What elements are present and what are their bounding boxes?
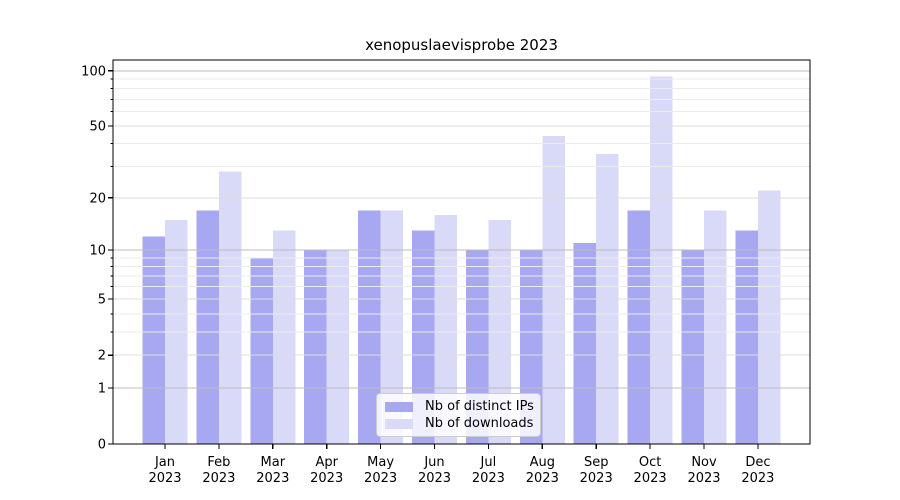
x-tick-label-month-apr: Apr (315, 455, 338, 470)
bar-distinct-ips-may (358, 210, 381, 444)
x-tick-label-year-aug: 2023 (526, 471, 559, 486)
x-tick-label-year-sep: 2023 (580, 471, 613, 486)
x-tick-label-month-mar: Mar (261, 455, 286, 470)
legend-swatch-downloads (385, 418, 413, 429)
x-tick-label-year-feb: 2023 (202, 471, 235, 486)
y-tick-label-100: 100 (81, 64, 106, 79)
bar-downloads-nov (704, 210, 727, 444)
x-tick-label-year-apr: 2023 (310, 471, 343, 486)
legend: Nb of distinct IPs Nb of downloads (376, 393, 541, 437)
x-tick-label-year-dec: 2023 (741, 471, 774, 486)
x-tick-label-year-jan: 2023 (148, 471, 181, 486)
bar-downloads-mar (272, 230, 296, 444)
y-tick-label-1: 1 (98, 381, 106, 396)
x-tick-label-month-may: May (367, 455, 394, 470)
x-tick-label-year-jun: 2023 (418, 471, 451, 486)
x-tick-label-month-sep: Sep (584, 455, 609, 470)
plot-spines (112, 59, 811, 445)
x-tick-label-year-jul: 2023 (472, 471, 505, 486)
x-tick-label-month-feb: Feb (207, 455, 230, 470)
x-tick-label-month-aug: Aug (530, 455, 555, 470)
bar-distinct-ips-mar (250, 257, 273, 444)
x-tick-label-month-jan: Jan (154, 455, 175, 470)
x-tick-label-month-jul: Jul (480, 455, 497, 470)
bar-distinct-ips-apr (304, 250, 327, 444)
bar-downloads-dec (757, 190, 781, 444)
x-tick-label-year-oct: 2023 (634, 471, 667, 486)
legend-label-distinct-ips: Nb of distinct IPs (425, 399, 534, 414)
bar-distinct-ips-feb (196, 210, 219, 444)
x-tick-label-month-dec: Dec (745, 455, 770, 470)
bar-downloads-jun (434, 214, 457, 444)
legend-swatch-distinct-ips (385, 401, 413, 412)
x-tick-label-year-may: 2023 (364, 471, 397, 486)
y-tick-label-5: 5 (98, 293, 106, 308)
bar-distinct-ips-jun (412, 230, 435, 444)
bar-downloads-apr (326, 250, 350, 444)
x-tick-label-month-jun: Jun (423, 455, 444, 470)
y-tick-label-20: 20 (89, 191, 106, 206)
bar-distinct-ips-dec (735, 230, 758, 444)
bar-downloads-oct (650, 76, 673, 444)
y-tick-label-2: 2 (98, 349, 106, 364)
bar-distinct-ips-jan (142, 236, 165, 444)
y-tick-label-0: 0 (98, 438, 106, 453)
x-tick-label-month-nov: Nov (691, 455, 717, 470)
y-tick-label-50: 50 (89, 120, 106, 135)
bar-downloads-aug (542, 136, 565, 444)
x-tick-label-year-nov: 2023 (687, 471, 720, 486)
bar-downloads-feb (218, 171, 242, 444)
x-tick-label-year-mar: 2023 (256, 471, 289, 486)
legend-label-downloads: Nb of downloads (425, 416, 534, 431)
y-tick-label-10: 10 (89, 244, 106, 259)
x-tick-label-month-oct: Oct (639, 455, 661, 470)
legend-item-distinct-ips: Nb of distinct IPs (385, 399, 534, 414)
chart-title: xenopuslaevisprobe 2023 (365, 36, 558, 54)
legend-item-downloads: Nb of downloads (385, 416, 534, 431)
bar-downloads-may (380, 210, 404, 444)
bar-distinct-ips-sep (573, 243, 597, 444)
bar-distinct-ips-oct (627, 210, 651, 444)
bar-distinct-ips-nov (681, 250, 704, 444)
